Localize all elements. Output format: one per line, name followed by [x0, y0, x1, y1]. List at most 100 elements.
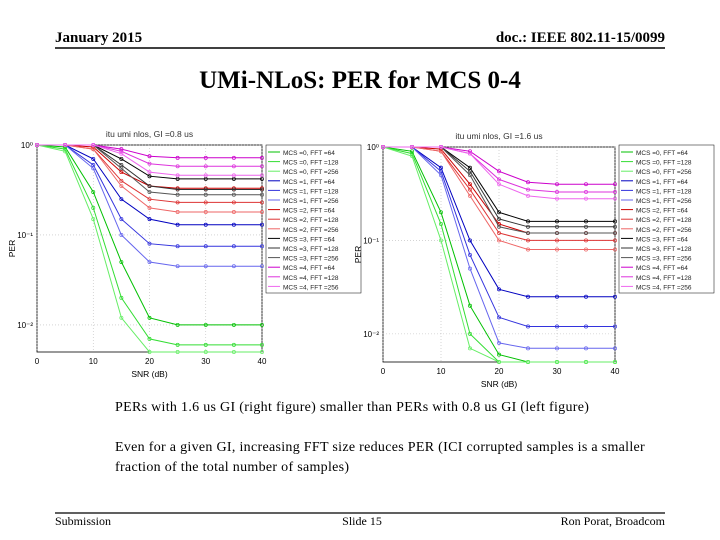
data-point: [584, 346, 588, 351]
data-point: [613, 182, 617, 187]
data-point: [231, 264, 236, 269]
data-point: [555, 324, 559, 329]
data-point: [584, 182, 588, 187]
x-tick-label: 20: [495, 367, 504, 376]
data-point: [613, 360, 617, 364]
legend-label: MCS =3, FFT =128: [283, 246, 339, 253]
legend-label: MCS =4, FFT =64: [636, 265, 688, 272]
data-point: [119, 315, 124, 320]
series-line: [37, 144, 262, 267]
data-point: [119, 147, 124, 152]
legend-label: MCS =3, FFT =256: [283, 256, 339, 263]
data-point: [526, 238, 530, 243]
data-point: [119, 233, 124, 237]
footer-left: Submission: [55, 514, 111, 528]
data-point: [410, 149, 414, 154]
data-point: [497, 210, 501, 215]
data-point: [63, 149, 68, 154]
data-point: [584, 224, 588, 229]
data-point: [147, 197, 152, 202]
data-point: [260, 264, 264, 269]
body-text: Even for a given GI, increasing FFT size…: [115, 440, 646, 475]
legend-label: MCS =2, FFT =256: [636, 227, 692, 234]
data-point: [497, 169, 501, 174]
data-point: [468, 151, 472, 156]
data-point: [91, 166, 96, 171]
data-point: [584, 238, 588, 243]
data-point: [555, 294, 559, 299]
data-point: [91, 190, 96, 194]
data-point: [497, 360, 501, 364]
data-point: [175, 200, 180, 205]
data-point: [526, 219, 530, 224]
series-line: [36, 144, 262, 346]
slide-title: UMi-NLoS: PER for MCS 0-4: [199, 67, 521, 94]
data-point: [468, 182, 472, 187]
legend-label: MCS =4, FFT =256: [283, 284, 339, 291]
legend-box: [618, 144, 715, 294]
legend-label: MCS =3, FFT =256: [636, 256, 692, 263]
x-tick-label: 20: [145, 357, 154, 366]
legend-label: MCS =1, FFT =256: [283, 198, 339, 205]
data-point: [63, 143, 68, 147]
data-point: [468, 303, 472, 308]
data-point: [147, 170, 152, 175]
data-point: [584, 324, 588, 329]
data-point: [147, 174, 152, 179]
series-line: [383, 146, 615, 327]
data-point: [526, 324, 530, 329]
data-point: [584, 219, 588, 224]
data-point: [260, 222, 264, 227]
data-point: [381, 145, 385, 149]
data-point: [260, 173, 264, 178]
legend-label: MCS =0, FFT =128: [283, 160, 339, 167]
data-point: [468, 266, 472, 271]
data-point: [584, 247, 588, 252]
x-tick-label: 0: [381, 367, 386, 376]
x-tick-label: 30: [201, 357, 210, 366]
legend-label: MCS =3, FFT =128: [636, 246, 692, 253]
data-point: [147, 154, 152, 159]
data-point: [555, 360, 559, 364]
data-point: [175, 155, 180, 160]
x-tick-label: 30: [553, 367, 562, 376]
data-point: [468, 331, 472, 336]
data-point: [584, 190, 588, 194]
data-point: [439, 145, 443, 149]
data-point: [231, 342, 236, 347]
data-point: [175, 176, 180, 181]
data-point: [497, 287, 501, 292]
data-point: [231, 222, 236, 227]
x-tick-label: 10: [437, 367, 446, 376]
data-point: [439, 210, 443, 215]
data-point: [526, 193, 530, 198]
legend-label: MCS =3, FFT =64: [283, 236, 335, 243]
data-point: [119, 166, 124, 171]
data-point: [410, 154, 414, 159]
data-point: [555, 196, 559, 201]
data-point: [584, 196, 588, 201]
data-point: [526, 360, 530, 364]
legend-box: [265, 144, 362, 294]
x-tick-label: 40: [611, 367, 620, 376]
data-point: [613, 231, 617, 235]
x-tick-label: 10: [89, 357, 98, 366]
data-point: [203, 222, 208, 227]
data-point: [147, 336, 152, 341]
series-line: [383, 146, 615, 200]
data-point: [497, 216, 501, 221]
data-point: [175, 164, 180, 169]
data-point: [231, 322, 236, 327]
data-point: [555, 190, 559, 194]
y-tick-label: 10⁻¹: [363, 236, 379, 245]
data-point: [468, 187, 472, 192]
data-point: [468, 193, 472, 198]
data-point: [203, 210, 208, 214]
data-point: [91, 217, 96, 222]
data-point: [119, 184, 124, 188]
legend-label: MCS =1, FFT =128: [636, 188, 692, 195]
data-point: [231, 210, 236, 214]
data-point: [231, 164, 236, 169]
